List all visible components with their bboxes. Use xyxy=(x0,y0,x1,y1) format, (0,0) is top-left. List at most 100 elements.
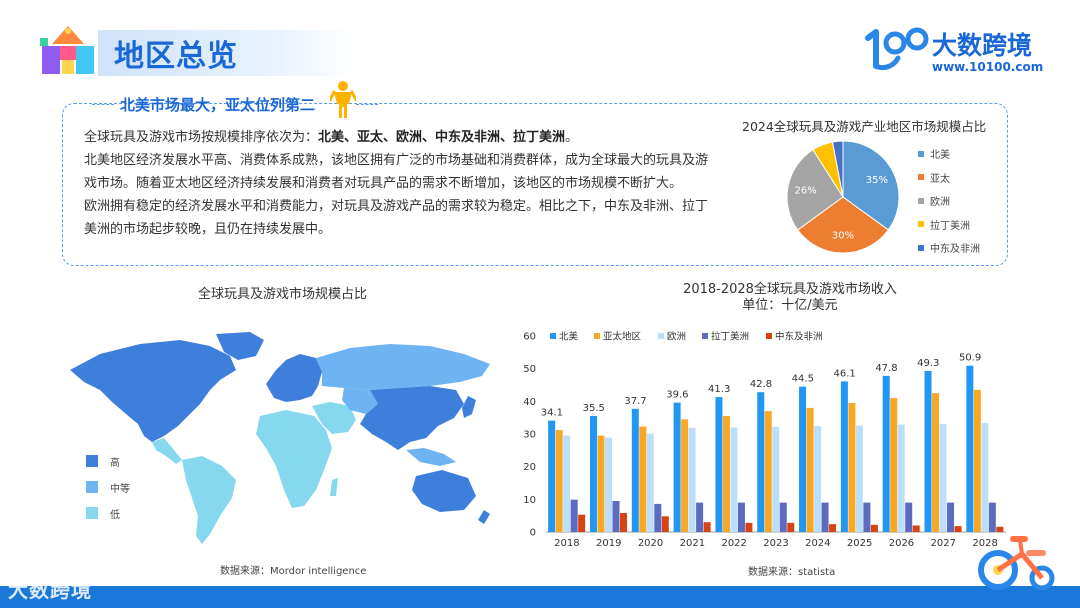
bar-2023-3 xyxy=(779,502,787,532)
bar-legend-label: 北美 xyxy=(559,331,579,343)
bar-2019-2 xyxy=(604,437,612,532)
bar-data-label: 39.6 xyxy=(666,390,688,401)
bar-legend-label: 中东及非洲 xyxy=(775,331,823,343)
bar-2018-1 xyxy=(555,430,563,532)
y-tick-label: 50 xyxy=(523,364,536,375)
x-tick-label: 2021 xyxy=(680,538,705,549)
bar-2021-1 xyxy=(681,419,689,532)
bar-data-label: 46.1 xyxy=(834,368,856,379)
pie-legend-swatch xyxy=(918,221,924,228)
bar-2019-1 xyxy=(597,435,605,532)
map-legend-swatch xyxy=(86,481,98,493)
asia-region xyxy=(360,386,464,450)
pie-legend-item: 亚太 xyxy=(918,166,980,190)
footer-bar xyxy=(0,586,1080,608)
bar-2025-0 xyxy=(840,381,848,532)
australia-region xyxy=(412,470,476,512)
x-tick-label: 2020 xyxy=(638,538,663,549)
africa-region xyxy=(256,410,332,508)
bar-2027-1 xyxy=(932,393,940,532)
heading-rule-right xyxy=(356,104,378,105)
bar-2018-3 xyxy=(570,499,578,532)
pie-chart-title: 2024全球玩具及游戏产业地区市场规模占比 xyxy=(742,119,987,134)
pie-legend-item: 北美 xyxy=(918,142,980,166)
greenland-region xyxy=(216,332,264,360)
madagascar-region xyxy=(330,478,338,496)
pie-chart: 35% 30% 26% xyxy=(786,140,900,254)
bar-chart-subtitle: 单位：十亿/美元 xyxy=(742,298,838,313)
brand-logo: 大数跨境 www.10100.com xyxy=(862,26,1044,80)
bar-data-label: 37.7 xyxy=(624,396,646,407)
bar-legend-swatch xyxy=(702,333,708,339)
para1-suffix: 。 xyxy=(565,130,579,145)
bar-2027-4 xyxy=(954,526,962,532)
bar-2020-1 xyxy=(639,426,647,532)
x-tick-label: 2018 xyxy=(554,538,579,549)
bar-2023-4 xyxy=(787,522,795,532)
pie-slice-4 xyxy=(831,140,844,198)
toy-blocks-icon xyxy=(40,26,94,74)
bar-2022-1 xyxy=(722,416,730,532)
pie-legend-swatch xyxy=(918,174,924,181)
bar-data-label: 34.1 xyxy=(541,408,563,419)
pie-legend: 北美亚太欧洲拉丁美洲 中东及非洲 xyxy=(918,142,980,260)
bar-2028-1 xyxy=(973,389,981,532)
map-legend-swatch xyxy=(86,507,98,519)
bar-2018-0 xyxy=(548,420,556,532)
pie-data-label-2: 26% xyxy=(794,185,816,196)
logo-url: www.10100.com xyxy=(932,60,1044,74)
bar-2027-2 xyxy=(939,423,947,532)
footer-watermark: 大数跨境 xyxy=(8,578,92,602)
y-tick-label: 40 xyxy=(523,397,536,408)
pie-legend-swatch xyxy=(918,244,924,251)
summary-heading: 北美市场最大，亚太位列第二 xyxy=(120,96,316,114)
bar-2020-2 xyxy=(646,433,654,532)
x-tick-label: 2024 xyxy=(805,538,830,549)
x-tick-label: 2022 xyxy=(721,538,746,549)
bar-chart-title: 2018-2028全球玩具及游戏市场收入 xyxy=(683,282,897,297)
pie-legend-label: 北美 xyxy=(930,150,950,162)
bar-2027-3 xyxy=(947,502,955,532)
bar-2025-2 xyxy=(855,425,863,532)
heading-rule-left xyxy=(92,104,114,105)
bar-2018-4 xyxy=(578,514,586,532)
bar-legend-swatch xyxy=(766,333,772,339)
bar-2028-2 xyxy=(981,422,989,532)
pie-legend-item: 拉丁美洲 xyxy=(918,213,980,237)
bar-data-label: 44.5 xyxy=(792,374,814,385)
map-legend-item: 低 xyxy=(86,500,130,526)
pie-slice-2 xyxy=(786,149,844,231)
logo-mark-icon xyxy=(865,27,929,71)
bar-2020-3 xyxy=(654,503,662,532)
pie-legend-swatch xyxy=(918,197,924,204)
bar-data-label: 49.3 xyxy=(917,358,939,369)
europe-region xyxy=(266,354,322,402)
map-legend-label: 中等 xyxy=(110,483,130,495)
bar-2021-2 xyxy=(688,427,696,532)
world-map xyxy=(70,332,490,544)
x-tick-label: 2025 xyxy=(847,538,872,549)
bar-2020-0 xyxy=(631,408,639,532)
pie-legend-item: 中东及非洲 xyxy=(918,236,980,260)
summary-paragraph-3a: 欧洲拥有稳定的经济发展水平和消费能力，对玩具及游戏产品的需求较为稳定。相比之下，… xyxy=(84,199,709,214)
bar-2025-3 xyxy=(863,502,871,532)
para1-prefix: 全球玩具及游戏市场按规模排序依次为： xyxy=(84,130,319,145)
bar-legend-label: 拉丁美洲 xyxy=(711,331,749,343)
para1-bold: 北美、亚太、欧洲、中东及非洲、拉丁美洲 xyxy=(318,130,566,145)
central-asia-region xyxy=(342,388,378,414)
bar-2024-2 xyxy=(814,426,822,532)
pie-legend-label: 欧洲 xyxy=(930,197,950,209)
bar-2026-3 xyxy=(905,502,913,532)
map-legend-item: 中等 xyxy=(86,474,130,500)
bar-2019-0 xyxy=(589,416,597,532)
bar-2025-1 xyxy=(848,402,856,532)
pie-legend-item: 欧洲 xyxy=(918,189,980,213)
bar-data-label: 41.3 xyxy=(708,384,730,395)
bar-2023-1 xyxy=(764,411,772,532)
japan-region xyxy=(462,396,476,418)
bar-legend-label: 亚太地区 xyxy=(603,331,642,343)
map-legend-label: 低 xyxy=(110,509,120,521)
bar-2024-1 xyxy=(806,407,814,532)
bar-2026-2 xyxy=(897,424,905,532)
bar-legend-swatch xyxy=(550,333,556,339)
